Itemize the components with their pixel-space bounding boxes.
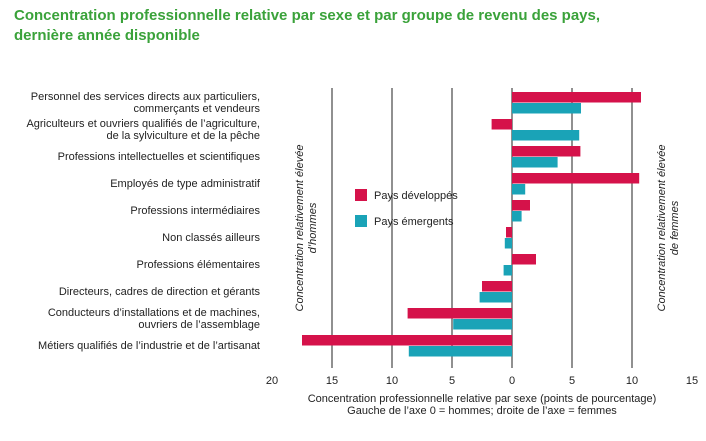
bar — [512, 184, 526, 195]
bar — [512, 146, 581, 157]
bar — [512, 103, 581, 114]
y-tick-line: Professions intellectuelles et scientifi… — [58, 151, 261, 163]
bar — [504, 238, 512, 249]
bar — [407, 308, 512, 319]
bar — [512, 130, 580, 141]
legend-label: Pays émergents — [374, 216, 454, 228]
bar — [453, 319, 512, 330]
y-tick-label: Conducteurs d’installations et de machin… — [48, 307, 260, 331]
y-tick-label: Professions intellectuelles et scientifi… — [58, 151, 261, 163]
y-tick-line: Agriculteurs et ouvriers qualifiés de l’… — [26, 118, 260, 130]
bar — [512, 200, 530, 211]
bar — [506, 227, 512, 238]
bar — [512, 157, 558, 168]
annotation-line: de femmes — [669, 200, 681, 255]
bar — [503, 265, 512, 276]
annotation-line: Concentration relativement élevée — [656, 145, 668, 312]
y-tick-line: de la sylviculture et de la pêche — [107, 130, 260, 142]
x-tick-label: 0 — [509, 375, 515, 387]
y-tick-line: Professions élémentaires — [136, 259, 260, 271]
bar — [512, 211, 522, 222]
y-tick-line: Employés de type administratif — [110, 178, 261, 190]
legend-label: Pays développés — [374, 190, 458, 202]
x-tick-label: 15 — [686, 375, 698, 387]
x-tick-label: 5 — [449, 375, 455, 387]
y-tick-line: Conducteurs d’installations et de machin… — [48, 307, 260, 319]
y-tick-line: Métiers qualifiés de l’industrie et de l… — [38, 340, 260, 352]
y-tick-label: Employés de type administratif — [110, 178, 261, 190]
bar — [512, 254, 536, 265]
x-axis-label: Gauche de l’axe 0 = hommes; droite de l’… — [347, 405, 617, 417]
y-tick-line: commerçants et vendeurs — [133, 103, 260, 115]
chart-title: Concentration professionnelle relative p… — [14, 7, 600, 24]
y-tick-label: Personnel des services directs aux parti… — [31, 91, 261, 115]
x-tick-label: 5 — [569, 375, 575, 387]
y-tick-label: Métiers qualifiés de l’industrie et de l… — [38, 340, 260, 352]
bar — [479, 292, 512, 303]
bar — [302, 335, 512, 346]
bar — [482, 281, 512, 292]
x-tick-label: 10 — [386, 375, 398, 387]
y-tick-line: Directeurs, cadres de direction et géran… — [59, 286, 261, 298]
bar — [408, 346, 512, 357]
x-axis-label: Concentration professionnelle relative p… — [308, 393, 657, 405]
annotation-line: d’hommes — [307, 202, 319, 253]
y-tick-label: Professions élémentaires — [136, 259, 260, 271]
legend-swatch — [355, 215, 367, 227]
y-tick-label: Agriculteurs et ouvriers qualifiés de l’… — [26, 118, 260, 142]
annotation: Concentration relativement élevéed’homme… — [294, 145, 319, 312]
x-tick-label: 20 — [266, 375, 278, 387]
y-tick-label: Non classés ailleurs — [162, 232, 260, 244]
y-tick-label: Professions intermédiaires — [130, 205, 260, 217]
bar — [491, 119, 512, 130]
bar — [512, 173, 640, 184]
y-tick-line: Non classés ailleurs — [162, 232, 260, 244]
chart-title: dernière année disponible — [14, 27, 200, 44]
y-tick-line: Professions intermédiaires — [130, 205, 260, 217]
annotation: Concentration relativement élevéede femm… — [656, 145, 681, 312]
legend-swatch — [355, 189, 367, 201]
x-tick-label: 10 — [626, 375, 638, 387]
annotation-line: Concentration relativement élevée — [294, 145, 306, 312]
y-tick-line: Personnel des services directs aux parti… — [31, 91, 260, 103]
y-tick-line: ouvriers de l’assemblage — [138, 319, 260, 331]
x-tick-label: 15 — [326, 375, 338, 387]
bar — [512, 92, 641, 103]
y-tick-label: Directeurs, cadres de direction et géran… — [59, 286, 261, 298]
